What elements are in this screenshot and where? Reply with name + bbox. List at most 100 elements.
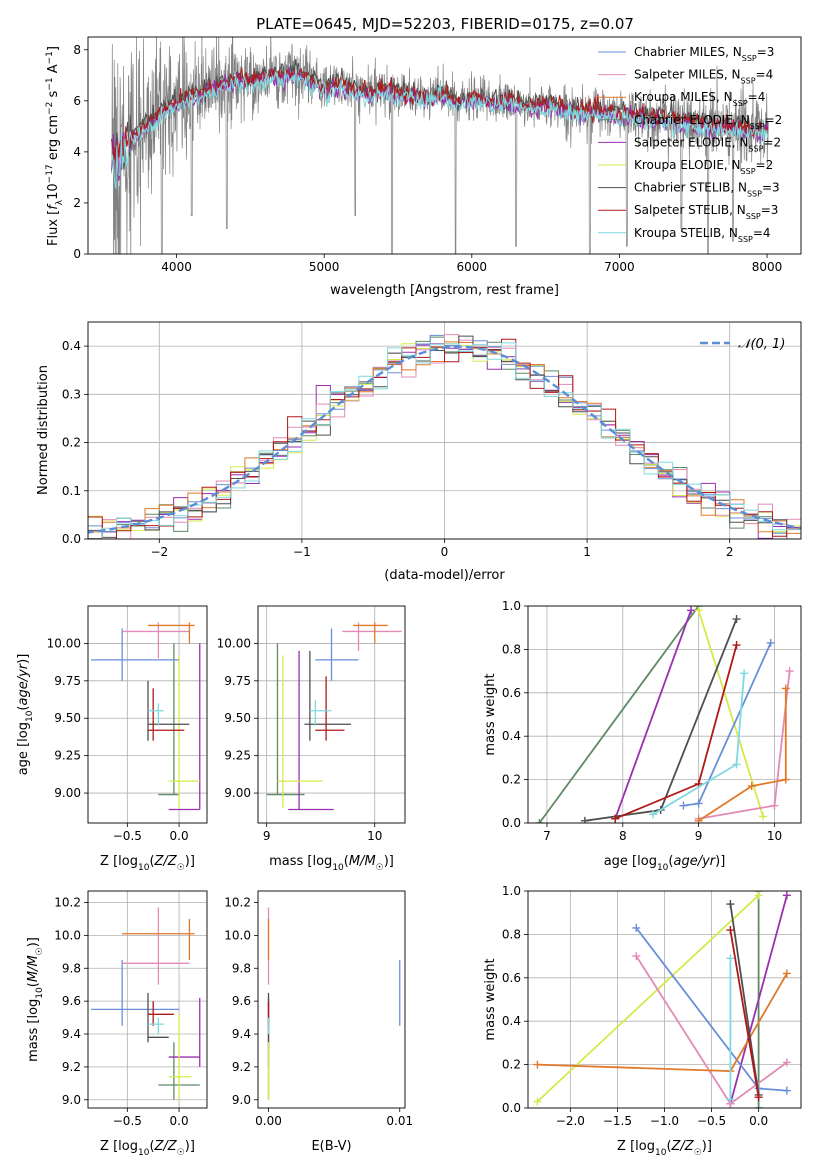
weight-marker	[754, 891, 763, 900]
errorbar-point	[148, 622, 195, 644]
legend-entry-label: Salpeter STELIB, NSSP=3	[634, 203, 778, 221]
y-tick-label: 0.0	[62, 532, 81, 546]
x-axis-label: Z [log10(Z/Z☉)]	[100, 854, 195, 873]
y-tick-label: 0.1	[62, 484, 81, 498]
legend-entry-label: Salpeter ELODIE, NSSP=2	[634, 135, 781, 153]
y-tick-label: 0.6	[502, 686, 521, 700]
weight-marker	[754, 1093, 763, 1102]
weight-series	[533, 891, 763, 1106]
x-tick-label: 0.00	[255, 1114, 282, 1128]
weight-marker	[694, 606, 703, 615]
errorbar-point	[148, 1017, 164, 1035]
model-spectrum-line	[111, 66, 769, 176]
plot-area-residuals	[88, 334, 801, 539]
axes-frame	[257, 605, 406, 824]
weight-marker	[679, 801, 688, 810]
weight-marker	[632, 952, 641, 961]
x-axis-label: Z [log10(Z/Z☉)]	[100, 1139, 195, 1158]
x-tick-label: 0.01	[386, 1114, 413, 1128]
weight-line	[537, 973, 788, 1073]
residual-histogram-step	[88, 342, 801, 539]
axes-frame	[87, 321, 802, 540]
y-tick-label: 1.0	[502, 599, 521, 613]
y-tick-label: 9.25	[54, 749, 81, 763]
x-tick-label: 9	[263, 829, 271, 843]
legend-entry-label: Kroupa MILES, NSSP=4	[634, 90, 765, 108]
data-spectrum-line	[111, 37, 769, 254]
plot-area-mass-vs-Z	[91, 907, 201, 1100]
y-tick-label: 9.75	[224, 674, 251, 688]
x-tick-label: −2	[150, 545, 168, 559]
weight-marker	[533, 1097, 542, 1106]
x-tick-label: 2	[726, 545, 734, 559]
axes-mass-vs-Z: −0.5 0.0 9.0 9.2 9.4 9.6 9.8 10.0 10.2 Z [log10(Z…	[26, 890, 208, 1158]
weight-marker	[726, 1095, 735, 1104]
y-tick-label: 10.0	[54, 928, 81, 942]
y-tick-label: 4	[73, 145, 81, 159]
x-tick-label: −1.0	[650, 1114, 679, 1128]
errorbar-point	[91, 628, 180, 681]
y-tick-label: 8	[73, 43, 81, 57]
errorbar-point	[122, 907, 190, 985]
weight-line	[729, 903, 760, 1096]
weight-marker	[732, 615, 741, 624]
weight-series	[694, 684, 790, 823]
y-axis-label: age [log10(age/yr)]	[16, 654, 35, 776]
y-tick-label: 0.0	[502, 1101, 521, 1115]
weight-line	[683, 642, 772, 807]
errorbar-point	[168, 1014, 192, 1100]
y-axis-label: Flux [fλ10−17 erg cm−2 s−1 A−1]	[45, 46, 65, 246]
x-axis-label: (data-model)/error	[384, 568, 505, 583]
legend-entry-label: Kroupa ELODIE, NSSP=2	[634, 158, 773, 176]
weight-marker	[782, 969, 791, 978]
y-axis-label: mass [log10(M/M☉)]	[26, 937, 45, 1062]
x-axis-label: wavelength [Angstrom, rest frame]	[330, 283, 559, 298]
y-tick-label: 0.8	[502, 642, 521, 656]
errorbar-point	[122, 622, 190, 659]
y-tick-label: 9.50	[54, 711, 81, 725]
y-tick-label: 0.6	[502, 971, 521, 985]
y-tick-label: 0.4	[62, 339, 81, 353]
y-tick-label: 0.3	[62, 387, 81, 401]
x-tick-label: 6000	[457, 260, 488, 274]
weight-marker	[781, 684, 790, 693]
weight-series	[649, 669, 749, 819]
weight-marker	[611, 814, 620, 823]
errorbar-point	[266, 643, 305, 796]
x-axis-label: mass [log10(M/M☉)]	[269, 854, 394, 873]
y-tick-label: 9.2	[232, 1060, 251, 1074]
weight-marker	[754, 1104, 763, 1108]
weight-line	[729, 895, 788, 1104]
legend-entry-label: Salpeter MILES, NSSP=4	[634, 68, 773, 86]
y-tick-label: 9.75	[54, 674, 81, 688]
axes-age-vs-mass: 9 10 9.00 9.25 9.50 9.75 10.00 mass [log10(M/M☉…	[217, 605, 406, 873]
y-tick-label: 6	[73, 94, 81, 108]
errorbar-point	[168, 997, 201, 1067]
errorbar-point	[147, 992, 169, 1043]
y-tick-label: 10.0	[224, 928, 251, 942]
x-tick-label: 8	[619, 829, 627, 843]
y-tick-label: 9.6	[232, 994, 251, 1008]
weight-series	[611, 641, 741, 823]
axes-frame	[87, 890, 208, 1109]
residual-histogram-step	[88, 338, 801, 539]
y-tick-label: 2	[73, 196, 81, 210]
legend-entry-label: 𝒩(0, 1)	[738, 337, 785, 352]
x-tick-label: 0.0	[170, 829, 189, 843]
weight-marker	[782, 891, 791, 900]
x-tick-label: −0.5	[113, 1114, 142, 1128]
weight-line	[614, 609, 692, 820]
errorbar-point	[315, 676, 345, 741]
y-tick-label: 9.8	[232, 961, 251, 975]
y-tick-label: 10.2	[224, 896, 251, 910]
x-tick-label: 10	[767, 829, 782, 843]
y-tick-label: 9.25	[224, 749, 251, 763]
x-tick-label: 7000	[604, 260, 635, 274]
errorbar-point	[304, 650, 351, 741]
errorbar-point	[315, 628, 359, 681]
weight-line	[538, 606, 700, 823]
x-tick-label: 8000	[752, 260, 783, 274]
errorbar-point	[91, 960, 180, 1026]
y-tick-label: 9.00	[224, 786, 251, 800]
axes-age-vs-Z: −0.5 0.0 9.00 9.25 9.50 9.75 10.00 Z [log10(Z/Z…	[16, 605, 208, 873]
